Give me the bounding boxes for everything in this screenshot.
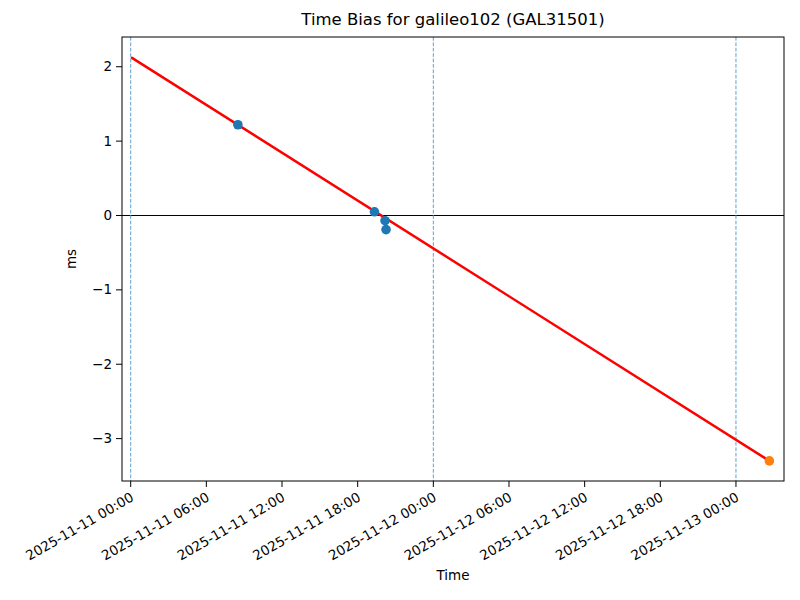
chart-title: Time Bias for galileo102 (GAL31501) xyxy=(300,10,604,29)
bias-measurements-marker xyxy=(233,120,243,130)
time-bias-chart: Time Bias for galileo102 (GAL31501) 2025… xyxy=(0,0,800,600)
figure-canvas: Time Bias for galileo102 (GAL31501) 2025… xyxy=(0,0,800,600)
bias-measurements-marker xyxy=(381,225,391,235)
plot-area: 2025-11-11 00:002025-11-11 06:002025-11-… xyxy=(23,37,784,563)
trend-line xyxy=(132,58,769,461)
y-tick-label: 1 xyxy=(103,133,112,149)
latest-measurement-marker xyxy=(765,456,775,466)
y-tick-label: −1 xyxy=(92,281,112,297)
x-axis-label: Time xyxy=(435,567,469,583)
bias-measurements-marker xyxy=(380,216,390,226)
bias-measurements-marker xyxy=(370,207,380,217)
y-tick-label: 0 xyxy=(103,207,112,223)
y-tick-label: 2 xyxy=(103,58,112,74)
y-tick-label: −3 xyxy=(92,430,112,446)
y-tick-label: −2 xyxy=(92,356,112,372)
y-axis-label: ms xyxy=(63,249,79,269)
plot-border xyxy=(122,37,784,481)
